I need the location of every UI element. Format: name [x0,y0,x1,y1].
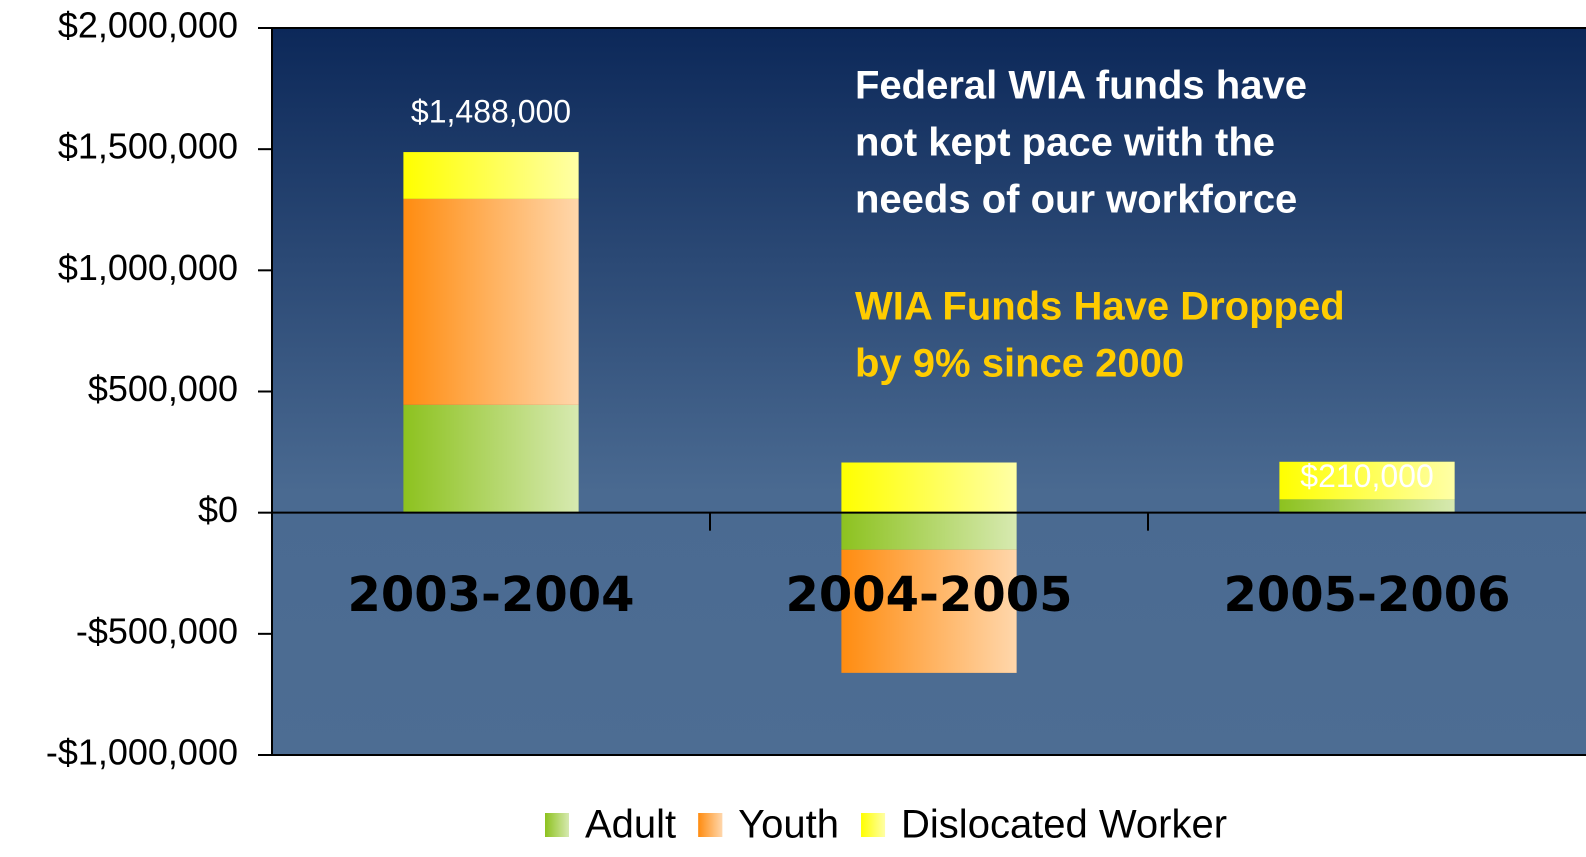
legend-shine [861,813,886,837]
bar-shine [841,512,1017,550]
bar-shine [841,549,1017,673]
y-tick-label: $2,000,000 [58,5,238,46]
annotation: Federal WIA funds have [855,64,1307,108]
legend-label: Adult [585,803,676,847]
legend-label: Youth [738,803,839,847]
annotation: not kept pace with the [855,121,1275,165]
bar-shine [403,198,579,405]
y-tick-label: -$500,000 [76,610,238,651]
y-tick-label: $0 [198,489,238,530]
y-tick-label: $500,000 [88,368,238,409]
annotation: by 9% since 2000 [855,342,1184,386]
legend-shine [545,813,569,837]
legend-label: Dislocated Worker [901,803,1227,847]
total-label: $1,488,000 [411,94,571,130]
x-tick-label: 2003-2004 [347,567,634,623]
y-tick-label: -$1,000,000 [46,732,238,773]
x-tick-label: 2005-2006 [1223,567,1510,623]
annotation: needs of our workforce [855,178,1297,222]
bar-shine [403,152,579,199]
bar-shine [403,404,579,513]
bar-shine [1279,499,1455,513]
bar-shine [841,462,1017,513]
x-tick-label: 2004-2005 [785,567,1072,623]
legend-shine [698,813,723,837]
y-tick-label: $1,000,000 [58,247,238,288]
bar-shine [1279,461,1455,500]
y-tick-label: $1,500,000 [58,126,238,167]
total-label: $210,000 [1300,458,1433,494]
annotation: WIA Funds Have Dropped [855,285,1345,329]
